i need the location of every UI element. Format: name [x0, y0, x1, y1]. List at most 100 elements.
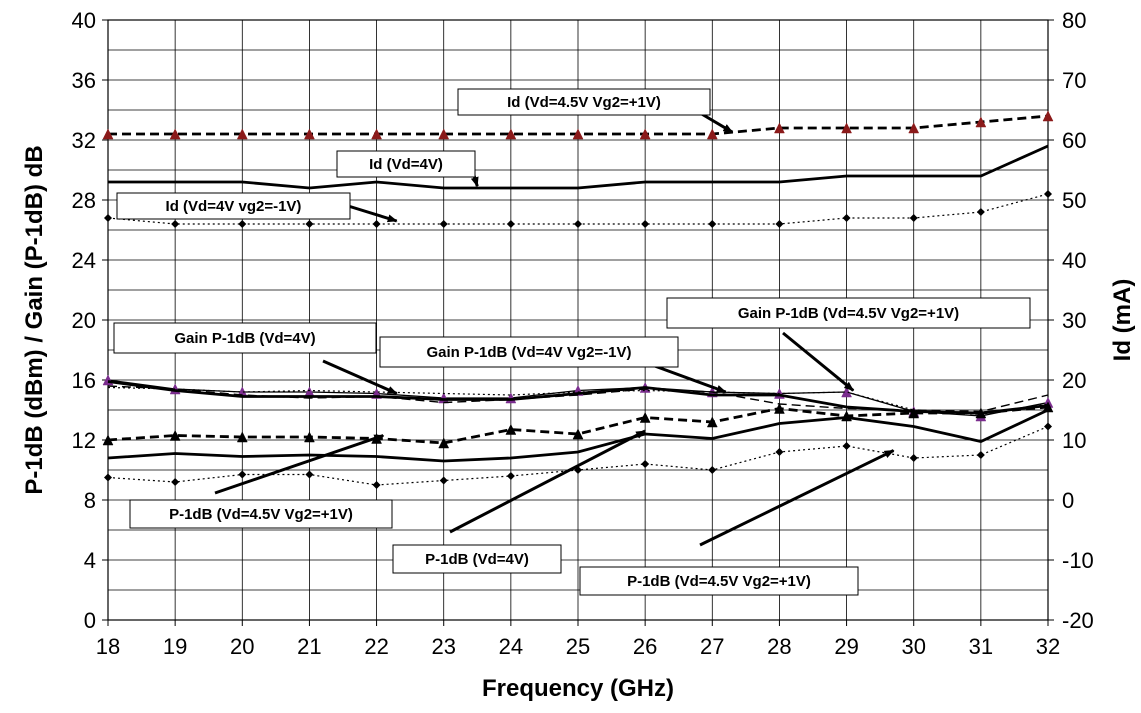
x-tick-label: 27 — [700, 634, 724, 659]
diamond-point — [775, 220, 784, 228]
triangle-point — [706, 128, 718, 140]
diamond-point — [506, 220, 515, 228]
x-tick-label: 21 — [297, 634, 321, 659]
series — [104, 422, 1052, 489]
y2-tick-label: 40 — [1062, 248, 1086, 273]
annotation: Gain P-1dB (Vd=4.5V Vg2=+1V) — [666, 297, 1031, 392]
series-line — [107, 385, 1049, 413]
triangle-point — [841, 122, 852, 134]
series-line — [107, 386, 1049, 416]
y2-tick-label: 20 — [1062, 368, 1086, 393]
triangle-point — [102, 434, 114, 446]
triangle-point — [169, 128, 181, 140]
diamond-point — [976, 208, 985, 216]
triangle-point — [706, 416, 718, 428]
y2-tick-label: -10 — [1062, 548, 1094, 573]
diamond-point — [171, 478, 180, 486]
annotation-box — [666, 297, 1031, 329]
diamond-point — [842, 214, 851, 222]
x-tick-label: 20 — [230, 634, 254, 659]
y-tick-label: 20 — [72, 308, 96, 333]
annotation-arrow — [699, 111, 734, 134]
series — [107, 408, 1049, 463]
diamond-point — [104, 473, 112, 482]
triangle-point — [505, 128, 517, 140]
diamond-point — [305, 470, 314, 479]
x-tick-label: 28 — [767, 634, 791, 659]
annotation: Id (Vd=4V) — [336, 150, 479, 188]
y-tick-label: 0 — [84, 608, 96, 633]
annotation-box — [457, 88, 711, 116]
diamond-point — [171, 220, 180, 228]
y2-tick-label: 70 — [1062, 68, 1086, 93]
annotation: Id (Vd=4.5V Vg2=+1V) — [457, 88, 734, 134]
series-line — [108, 144, 1049, 190]
series — [102, 110, 1054, 140]
diamond-point — [238, 470, 247, 479]
triangle-point — [102, 128, 114, 140]
triangle-point — [975, 407, 987, 419]
triangle-point — [438, 437, 450, 449]
diamond-point — [1044, 190, 1052, 198]
y2-tick-label: 10 — [1062, 428, 1086, 453]
diamond-point — [976, 451, 985, 459]
annotation-label: Id (Vd=4V) — [369, 156, 443, 173]
triangle-point — [438, 128, 450, 140]
series — [107, 385, 1049, 413]
diamond-point — [372, 481, 381, 489]
triangle-point — [236, 128, 248, 140]
series — [108, 144, 1049, 190]
x-tick-label: 29 — [834, 634, 858, 659]
triangle-point — [639, 411, 651, 423]
annotation: Gain P-1dB (Vd=4V Vg2=-1V) — [379, 336, 727, 394]
diamond-point — [909, 214, 918, 222]
triangle-point — [908, 122, 920, 134]
diamond-point — [305, 220, 314, 228]
triangle-point — [505, 423, 517, 435]
triangle-point — [572, 428, 584, 440]
triangle-point — [975, 116, 987, 128]
triangle-point — [371, 128, 382, 140]
triangle-point — [304, 128, 315, 140]
x-tick-label: 22 — [364, 634, 388, 659]
annotation-label: Gain P-1dB (Vd=4V Vg2=-1V) — [426, 344, 631, 361]
diamond-point — [574, 220, 582, 228]
series — [102, 401, 1054, 449]
y-tick-label: 12 — [72, 428, 96, 453]
triangle-point — [774, 122, 785, 134]
annotation-label: P-1dB (Vd=4.5V Vg2=+1V) — [169, 506, 353, 523]
diamond-point — [439, 220, 448, 228]
annotation: P-1dB (Vd=4.5V Vg2=+1V) — [129, 434, 393, 529]
annotation-arrow — [651, 363, 727, 394]
x-tick-label: 25 — [566, 634, 590, 659]
y2-tick-label: 80 — [1062, 8, 1086, 33]
x-tick-label: 32 — [1036, 634, 1060, 659]
diamond-point — [842, 442, 851, 450]
annotation: Gain P-1dB (Vd=4V) — [113, 322, 398, 395]
x-tick-label: 24 — [499, 634, 523, 659]
triangle-point — [639, 128, 651, 140]
triangle-point — [572, 128, 584, 140]
annotation-box — [116, 192, 351, 220]
y-tick-label: 36 — [72, 68, 96, 93]
annotation-arrow — [344, 203, 398, 223]
diamond-point — [238, 220, 247, 228]
diamond-point — [372, 220, 381, 228]
annotation-arrow — [699, 449, 895, 547]
y2-tick-label: 30 — [1062, 308, 1086, 333]
annotation-box — [336, 150, 476, 178]
annotation-box — [579, 566, 859, 596]
y-tick-label: 40 — [72, 8, 96, 33]
x-tick-label: 30 — [901, 634, 925, 659]
x-tick-label: 19 — [163, 634, 187, 659]
y-tick-label: 24 — [72, 248, 96, 273]
series-line — [107, 408, 1049, 463]
annotation-label: Id (Vd=4.5V Vg2=+1V) — [507, 94, 661, 111]
annotation-label: P-1dB (Vd=4.5V Vg2=+1V) — [627, 573, 811, 590]
series-line — [107, 405, 1049, 445]
diamond-point — [641, 460, 650, 468]
y2-axis-label: Id (mA) — [1109, 279, 1136, 362]
annotations: Id (Vd=4.5V Vg2=+1V) Id (Vd=4V) Id (Vd=4V … — [113, 88, 1031, 596]
annotation-arrow — [782, 331, 855, 392]
